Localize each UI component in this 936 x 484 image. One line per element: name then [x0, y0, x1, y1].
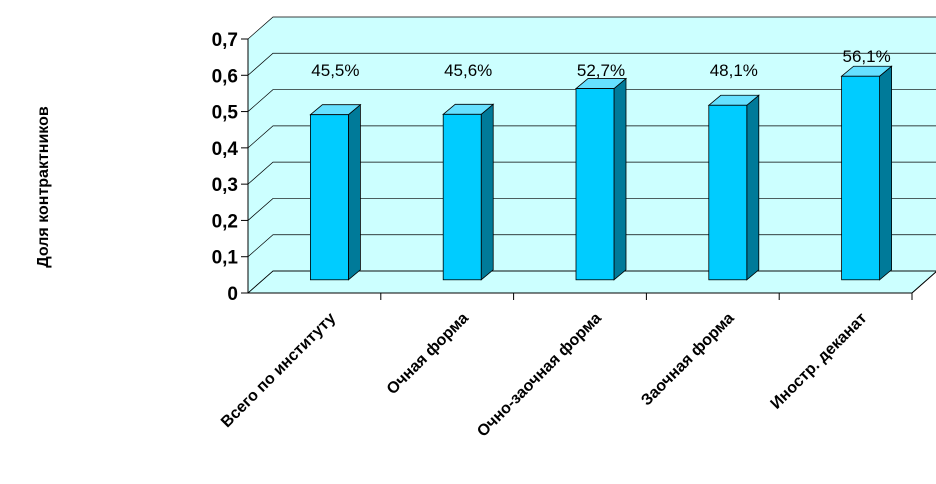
axes [241, 38, 936, 300]
bar [708, 104, 748, 281]
data-label: 45,5% [311, 61, 359, 80]
bar-side [746, 94, 760, 281]
bar [442, 113, 482, 281]
data-label: 56,1% [842, 47, 890, 66]
category-label: Очно-заочная форма [474, 310, 605, 441]
y-tick-label: 0 [227, 284, 238, 305]
y-axis-label: Доля контрактников [35, 106, 52, 268]
y-tick-label: 0,2 [212, 211, 238, 232]
gridline [247, 52, 936, 76]
y-tick-label: 0,6 [212, 66, 238, 87]
category-label: Всего по институту [218, 310, 339, 431]
bar-side [347, 103, 361, 281]
data-label: 48,1% [710, 61, 758, 80]
category-label: Очная форма [384, 310, 472, 398]
bar-side [879, 65, 892, 281]
side-wall [248, 17, 273, 293]
data-label: 45,6% [444, 61, 492, 80]
x-axis-depth-line [911, 271, 936, 294]
gridline [247, 89, 936, 112]
y-tick-label: 0,7 [212, 30, 238, 51]
bar [309, 114, 349, 281]
y-tick-label: 0,1 [212, 248, 239, 269]
bar [575, 88, 615, 281]
bar [841, 75, 880, 281]
bar-side [480, 103, 494, 281]
category-label: Заочная форма [638, 310, 737, 409]
y-tick-label: 0,4 [212, 139, 239, 160]
bars [309, 65, 893, 281]
gridline [247, 16, 936, 40]
y-tick-label: 0,3 [212, 175, 238, 196]
bar-side [613, 77, 627, 281]
y-tick-label: 0,5 [212, 103, 239, 124]
category-label: Иностр. деканат [768, 310, 871, 413]
data-label: 52,7% [577, 61, 625, 80]
